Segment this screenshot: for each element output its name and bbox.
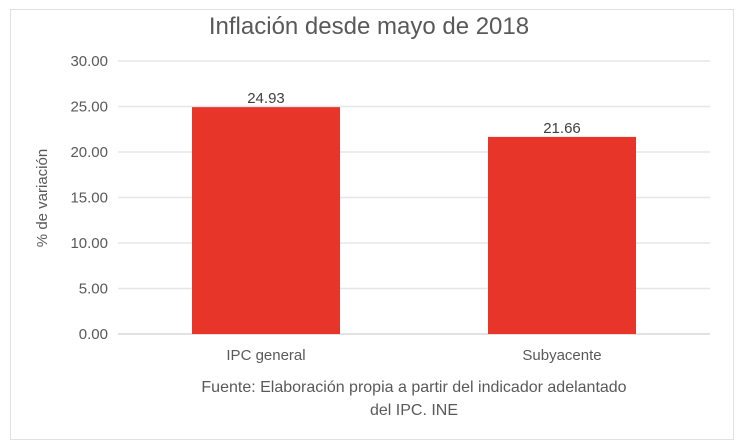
y-tick-label: 10.00: [70, 235, 108, 252]
y-tick-label: 0.00: [79, 326, 108, 343]
y-tick-label: 25.00: [70, 99, 108, 116]
x-tick-label: IPC general: [226, 347, 305, 364]
data-label: 21.66: [543, 120, 581, 137]
bar-subyacente: [488, 136, 636, 334]
y-tick-label: 15.00: [70, 190, 108, 207]
x-axis-label-line-2: del IPC. INE: [370, 402, 458, 419]
x-tick-label: Subyacente: [522, 347, 601, 364]
data-label: 24.93: [247, 90, 285, 107]
y-tick-label: 5.00: [79, 281, 108, 298]
y-axis-label: % de variación: [34, 149, 51, 247]
chart-title: Inflación desde mayo de 2018: [209, 13, 529, 40]
x-axis-label-line-1: Fuente: Elaboración propia a partir del …: [201, 379, 626, 396]
bar-ipc-general: [192, 107, 340, 335]
y-tick-label: 20.00: [70, 144, 108, 161]
y-tick-label: 30.00: [70, 53, 108, 70]
